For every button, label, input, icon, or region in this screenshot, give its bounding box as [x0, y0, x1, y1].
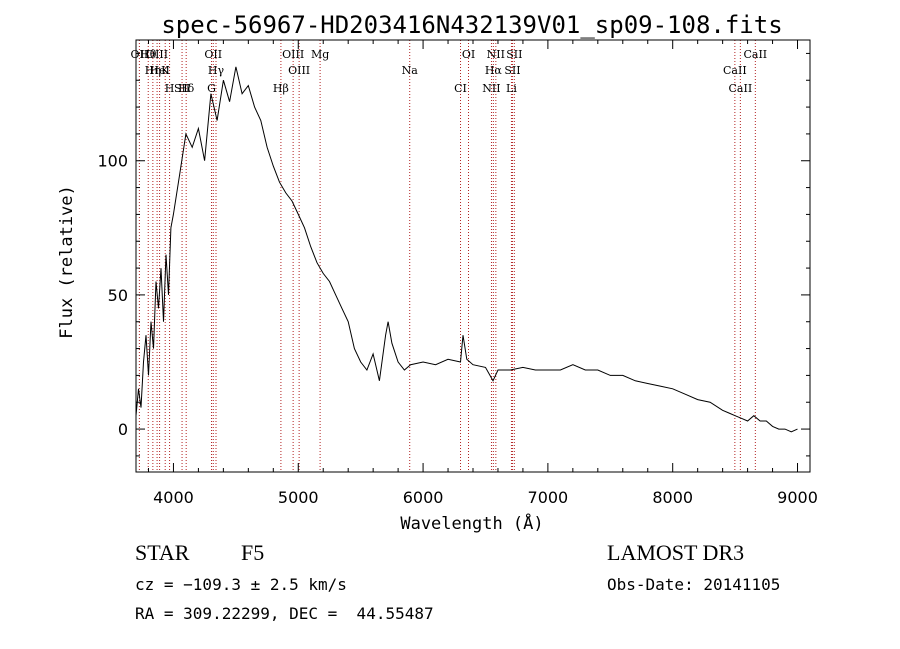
plot-frame — [135, 39, 811, 473]
x-tick-label: 7000 — [528, 488, 569, 507]
line-label: OIII — [146, 48, 168, 61]
y-tick-label: 100 — [97, 152, 128, 171]
line-label: CaII — [729, 82, 753, 95]
line-label: HeI — [149, 64, 169, 77]
x-tick-label: 4000 — [153, 488, 194, 507]
line-label: Hγ — [208, 64, 225, 77]
line-label: Mg — [311, 48, 329, 61]
x-tick-label: 9000 — [777, 488, 818, 507]
spectral-line-labels: HθKHδOIIHeISIIOIIIHηHOIIHγGOIIIOIIIHβMgN… — [131, 48, 768, 95]
line-label: CI — [454, 82, 467, 95]
x-tick-label: 5000 — [278, 488, 319, 507]
line-label: CaII — [743, 48, 767, 61]
y-tick-label: 0 — [118, 420, 128, 439]
line-label: SII — [174, 82, 190, 95]
line-label: OI — [462, 48, 475, 61]
object-class: STAR — [135, 540, 190, 565]
line-label: OII — [204, 48, 222, 61]
coordinates: RA = 309.22299, DEC = 44.55487 — [135, 604, 434, 623]
line-label: OIII — [288, 64, 310, 77]
x-tick-label: 8000 — [652, 488, 693, 507]
chart-title: spec-56967-HD203416N432139V01_sp09-108.f… — [161, 11, 782, 39]
observation-date: Obs-Date: 20141105 — [607, 575, 781, 594]
spectral-line-markers — [138, 40, 756, 472]
line-label: Hθ — [140, 48, 157, 61]
line-label: H — [165, 82, 175, 95]
line-label: OII — [131, 48, 149, 61]
x-axis-ticks: 4000 5000 6000 7000 8000 9000 — [147, 40, 818, 507]
x-tick-label: 6000 — [403, 488, 444, 507]
line-label: Na — [402, 64, 419, 77]
line-label: SII — [504, 64, 520, 77]
line-label: NII — [482, 82, 500, 95]
object-subclass: F5 — [241, 540, 265, 565]
y-tick-label: 50 — [108, 286, 128, 305]
y-axis-ticks: 0 50 100 — [97, 52, 810, 457]
line-label: G — [207, 82, 216, 95]
line-label: Hη — [145, 64, 161, 77]
y-axis-label: Flux (relative) — [57, 185, 77, 339]
line-label: Hα — [485, 64, 503, 77]
line-label: SII — [506, 48, 522, 61]
line-label: Li — [506, 82, 517, 95]
line-label: Hδ — [178, 82, 195, 95]
line-label: Hβ — [273, 82, 289, 95]
line-label: OIII — [282, 48, 304, 61]
survey-label: LAMOST DR3 — [607, 540, 745, 565]
line-label: NII — [487, 48, 505, 61]
x-axis-label: Wavelength (Å) — [400, 512, 543, 534]
line-label: CaII — [723, 64, 747, 77]
redshift-cz: cz = −109.3 ± 2.5 km/s — [135, 575, 347, 594]
spectrum-line — [135, 66, 798, 433]
line-label: K — [161, 64, 170, 77]
